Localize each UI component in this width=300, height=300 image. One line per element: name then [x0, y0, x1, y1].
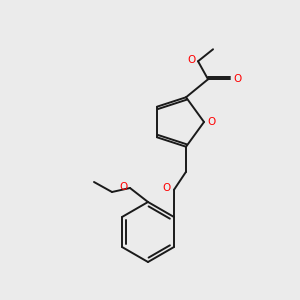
- Text: O: O: [119, 182, 127, 192]
- Text: O: O: [162, 183, 170, 193]
- Text: O: O: [233, 74, 241, 84]
- Text: O: O: [187, 55, 195, 65]
- Text: O: O: [207, 117, 215, 127]
